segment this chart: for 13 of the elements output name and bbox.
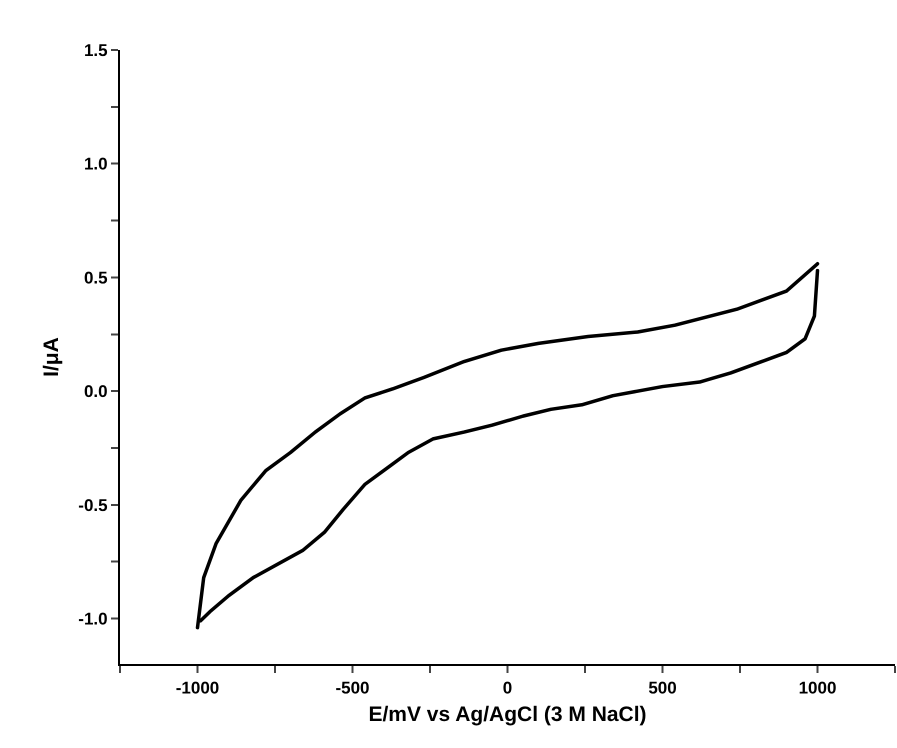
x-tick-label: -1000 [176,678,220,698]
y-tick-label: 1.5 [84,40,108,60]
x-axis-title: E/mV vs Ag/AgCl (3 M NaCl) [368,703,647,726]
y-tick-label: 0.0 [84,382,108,402]
y-tick-label: 0.5 [84,268,108,288]
y-tick-label: -0.5 [78,496,108,515]
x-tick-label: 0 [502,678,512,698]
y-tick-label: 1.0 [84,154,108,174]
x-tick-label: -500 [335,678,370,698]
y-tick-label: -1.0 [78,609,108,628]
y-axis-title: I/μA [40,337,63,377]
x-tick-label: 500 [648,678,677,698]
x-tick-label: 1000 [798,678,836,698]
